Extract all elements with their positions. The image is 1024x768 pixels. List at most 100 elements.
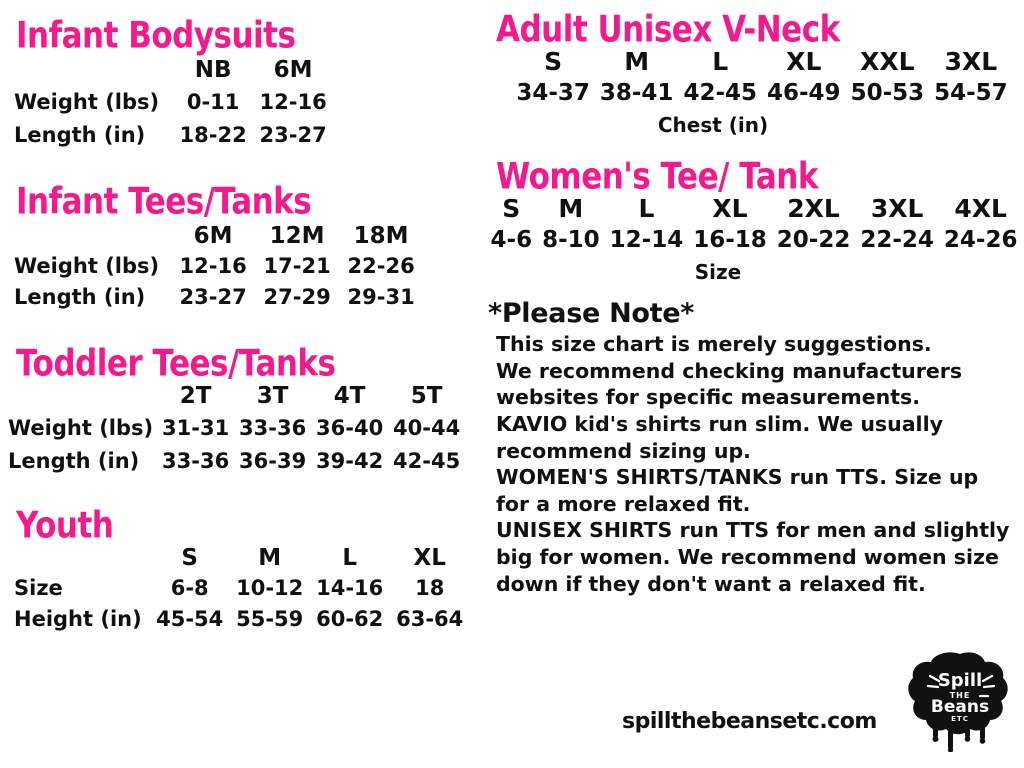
row-label: Length (in) <box>14 123 146 147</box>
size-header: XL <box>786 47 822 76</box>
table-adult-unisex-vneck: S M L XL XXL 3XL 34-37 38-41 42-45 46-49… <box>511 47 1012 111</box>
logo-text-spill: Spill <box>938 670 982 691</box>
table-header-row: S M L XL XXL 3XL <box>511 47 1012 80</box>
corner-cell <box>14 547 150 578</box>
table-header-row: S M L XL 2XL 3XL 4XL <box>486 194 1023 227</box>
table-cell: 10-12 <box>236 576 304 600</box>
section-adult-unisex-vneck: Adult Unisex V-Neck S M L XL XXL 3XL 34-… <box>482 11 1024 137</box>
table-row: Length (in) 18-22 23-27 <box>14 125 333 158</box>
footer: spillthebeansetc.com <box>482 644 1024 754</box>
size-header: M <box>558 194 584 223</box>
table-cell: 27-29 <box>263 285 331 309</box>
row-label: Height (in) <box>14 607 142 631</box>
size-header: 6M <box>273 57 313 83</box>
size-header: L <box>638 194 655 223</box>
size-header: 3T <box>256 383 289 409</box>
note-text: We recommend checking manufacturers webs… <box>496 358 963 410</box>
table-cell: 38-41 <box>599 80 674 106</box>
table-row: 4-6 8-10 12-14 16-18 20-22 22-24 24-26 <box>486 227 1023 258</box>
table-row: Height (in) 45-54 55-59 60-62 63-64 <box>14 609 470 640</box>
table-row: Weight (lbs) 31-31 33-36 36-40 40-44 <box>8 418 465 451</box>
table-cell: 31-31 <box>162 416 230 440</box>
unit-label-chest: Chest (in) <box>657 113 769 137</box>
note-text: This size chart is merely suggestions. <box>496 332 932 356</box>
table-cell: 8-10 <box>542 227 600 253</box>
note-line: This size chart is merely suggestions. <box>496 331 1016 358</box>
row-label: Length (in) <box>8 449 140 473</box>
row-label: Size <box>14 576 63 600</box>
table-row: Length (in) 23-27 27-29 29-31 <box>14 287 423 318</box>
size-header: 18M <box>353 223 409 249</box>
table-cell: 12-16 <box>179 254 247 278</box>
table-cell: 23-27 <box>179 285 247 309</box>
logo-text-beans: Beans <box>931 697 989 717</box>
table-cell: 14-16 <box>316 576 384 600</box>
website-url[interactable]: spillthebeansetc.com <box>622 709 877 734</box>
table-infant-tees-tanks: 6M 12M 18M Weight (lbs) 12-16 17-21 22-2… <box>14 225 423 318</box>
size-header: 4XL <box>954 194 1007 223</box>
note-line: WOMEN'S SHIRTS/TANKS run TTS. Size up fo… <box>496 464 1016 517</box>
note-text: run TTS for men and slightly big for wom… <box>496 518 1010 596</box>
table-cell: 18 <box>415 576 445 600</box>
note-body: This size chart is merely suggestions. W… <box>496 331 1016 597</box>
table-cell: 50-53 <box>850 80 925 106</box>
table-cell: 45-54 <box>156 607 224 631</box>
table-header-row: S M L XL <box>14 547 470 578</box>
table-cell: 12-14 <box>609 227 684 253</box>
size-header: L <box>712 47 729 76</box>
table-cell: 22-26 <box>347 254 415 278</box>
size-header: 5T <box>410 383 443 409</box>
size-header: S <box>544 47 563 76</box>
table-row: Weight (lbs) 12-16 17-21 22-26 <box>14 256 423 287</box>
size-header: 3XL <box>944 47 998 76</box>
table-cell: 36-39 <box>239 449 307 473</box>
section-title-womens-tee-tank: Women's Tee/ Tank <box>496 155 818 198</box>
table-row: Length (in) 33-36 36-39 39-42 42-45 <box>8 451 465 484</box>
note-emphasis: UNISEX SHIRTS <box>496 518 673 543</box>
table-cell: 39-42 <box>316 449 384 473</box>
table-header-row: NB 6M <box>14 59 333 92</box>
section-title-youth: Youth <box>16 504 114 547</box>
section-title-infant-tees-tanks: Infant Tees/Tanks <box>16 180 312 223</box>
table-header-row: 2T 3T 4T 5T <box>8 385 465 418</box>
table-cell: 16-18 <box>693 227 767 253</box>
sizestrip-adult-unisex-vneck: S M L XL XXL 3XL 34-37 38-41 42-45 46-49… <box>482 47 1024 111</box>
size-header: 3XL <box>870 194 924 223</box>
table-cell: 20-22 <box>776 227 851 253</box>
table-cell: 60-62 <box>316 607 384 631</box>
size-header: S <box>502 194 521 223</box>
table-cell: 17-21 <box>263 254 331 278</box>
section-infant-bodysuits: Infant Bodysuits NB 6M Weight (lbs) 0-11… <box>0 17 482 158</box>
size-header: XL <box>712 194 748 223</box>
table-cell: 40-44 <box>393 416 461 440</box>
table-womens-tee-tank: S M L XL 2XL 3XL 4XL 4-6 8-10 12-14 16-1… <box>486 194 1023 258</box>
table-cell: 0-11 <box>186 90 240 114</box>
size-header: 2T <box>179 383 212 409</box>
table-toddler-tees-tanks: 2T 3T 4T 5T Weight (lbs) 31-31 33-36 36-… <box>8 385 465 484</box>
row-label: Length (in) <box>14 285 146 309</box>
size-header: 12M <box>269 223 325 249</box>
table-header-row: 6M 12M 18M <box>14 225 423 256</box>
note-text: kid's shirts run slim. We usually recomm… <box>496 411 943 463</box>
row-label: Weight (lbs) <box>14 90 160 114</box>
section-toddler-tees-tanks: Toddler Tees/Tanks 2T 3T 4T 5T Weight (l… <box>0 345 482 484</box>
size-header: L <box>342 545 358 571</box>
table-cell: 23-27 <box>259 123 327 147</box>
size-header: 4T <box>333 383 366 409</box>
unit-label-size: Size <box>694 260 742 284</box>
table-cell: 54-57 <box>934 80 1008 106</box>
table-cell: 46-49 <box>767 80 841 106</box>
size-header: NB <box>194 57 232 83</box>
section-womens-tee-tank: Women's Tee/ Tank S M L XL 2XL 3XL 4XL 4… <box>482 155 1024 284</box>
size-header: M <box>624 47 650 76</box>
row-label: Weight (lbs) <box>14 254 160 278</box>
table-cell: 33-36 <box>239 416 307 440</box>
note-line: We recommend checking manufacturers webs… <box>496 358 1016 411</box>
left-column: Infant Bodysuits NB 6M Weight (lbs) 0-11… <box>0 0 482 768</box>
table-row: Size 6-8 10-12 14-16 18 <box>14 578 470 609</box>
corner-cell <box>8 385 157 418</box>
table-cell: 36-40 <box>316 416 384 440</box>
corner-cell <box>14 225 171 256</box>
corner-cell <box>14 59 173 92</box>
